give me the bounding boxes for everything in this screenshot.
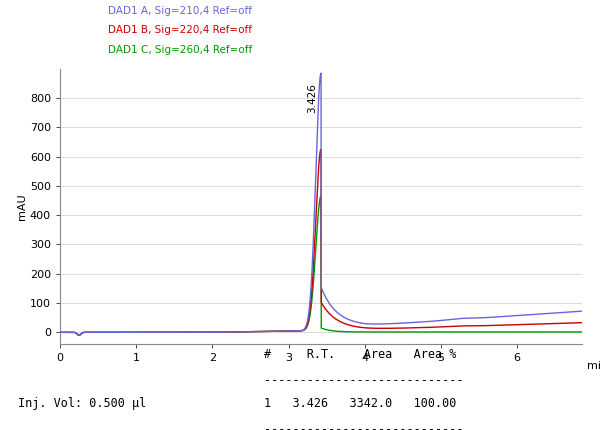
Text: min: min (587, 360, 600, 371)
Text: #     R.T.    Area   Area %: # R.T. Area Area % (264, 348, 457, 361)
Text: ----------------------------: ---------------------------- (264, 374, 464, 387)
Text: 1   3.426   3342.0   100.00: 1 3.426 3342.0 100.00 (264, 397, 457, 410)
Text: DAD1 B, Sig=220,4 Ref=off: DAD1 B, Sig=220,4 Ref=off (108, 25, 252, 35)
Text: DAD1 C, Sig=260,4 Ref=off: DAD1 C, Sig=260,4 Ref=off (108, 45, 252, 55)
Text: Inj. Vol: 0.500 µl: Inj. Vol: 0.500 µl (18, 397, 146, 410)
Text: DAD1 A, Sig=210,4 Ref=off: DAD1 A, Sig=210,4 Ref=off (108, 6, 252, 16)
Text: 3.426: 3.426 (307, 83, 317, 114)
Y-axis label: mAU: mAU (17, 193, 27, 220)
Text: ----------------------------: ---------------------------- (264, 423, 464, 430)
